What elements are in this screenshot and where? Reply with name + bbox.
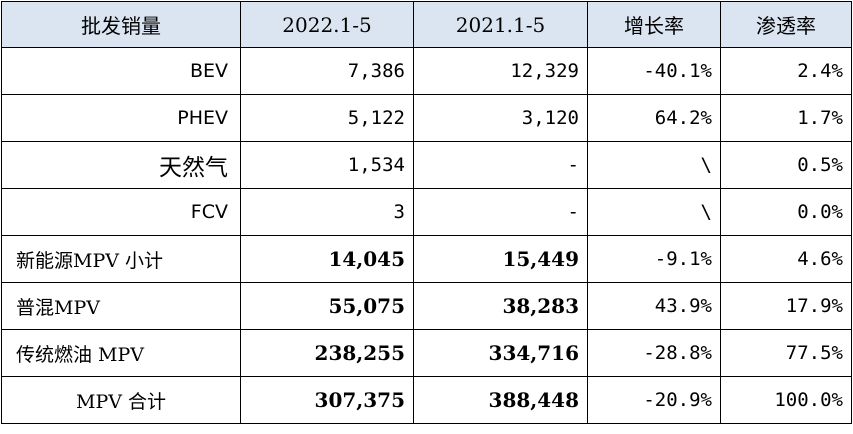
table-row-natural-gas: 天然气 1,534 - \ 0.5% bbox=[1, 141, 852, 189]
cell-2021: - bbox=[413, 188, 588, 236]
cell-growth: -28.8% bbox=[587, 329, 721, 377]
cell-penetration: 0.0% bbox=[720, 188, 852, 236]
cell-2022: 14,045 bbox=[240, 235, 414, 283]
row-label: MPV 合计 bbox=[1, 376, 241, 424]
cell-2022: 5,122 bbox=[240, 94, 414, 142]
table-header: 批发销量 2022.1-5 2021.1-5 增长率 渗透率 bbox=[1, 1, 852, 48]
table-row-conventional-fuel: 传统燃油 MPV 238,255 334,716 -28.8% 77.5% bbox=[1, 329, 852, 377]
header-2021-jan-may: 2021.1-5 bbox=[413, 1, 588, 48]
cell-growth: 43.9% bbox=[587, 282, 721, 330]
cell-penetration: 4.6% bbox=[720, 235, 852, 283]
cell-penetration: 1.7% bbox=[720, 94, 852, 142]
cell-2021: 3,120 bbox=[413, 94, 588, 142]
cell-growth: \ bbox=[587, 188, 721, 236]
row-label: 普混MPV bbox=[1, 282, 241, 330]
table-row-hybrid: 普混MPV 55,075 38,283 43.9% 17.9% bbox=[1, 282, 852, 330]
row-label: FCV bbox=[1, 188, 241, 236]
cell-2022: 307,375 bbox=[240, 376, 414, 424]
cell-growth: -9.1% bbox=[587, 235, 721, 283]
cell-penetration: 100.0% bbox=[720, 376, 852, 424]
cell-penetration: 77.5% bbox=[720, 329, 852, 377]
table-row-phev: PHEV 5,122 3,120 64.2% 1.7% bbox=[1, 94, 852, 142]
cell-2021: 334,716 bbox=[413, 329, 588, 377]
header-penetration-rate: 渗透率 bbox=[720, 1, 852, 48]
cell-2022: 238,255 bbox=[240, 329, 414, 377]
row-label: 天然气 bbox=[1, 141, 241, 189]
cell-growth: -40.1% bbox=[587, 47, 721, 95]
header-wholesale-volume: 批发销量 bbox=[1, 1, 241, 48]
cell-penetration: 17.9% bbox=[720, 282, 852, 330]
cell-2021: - bbox=[413, 141, 588, 189]
header-2022-jan-may: 2022.1-5 bbox=[240, 1, 414, 48]
cell-growth: 64.2% bbox=[587, 94, 721, 142]
table-body: BEV 7,386 12,329 -40.1% 2.4% PHEV 5,122 … bbox=[1, 47, 852, 424]
cell-2021: 38,283 bbox=[413, 282, 588, 330]
cell-penetration: 0.5% bbox=[720, 141, 852, 189]
cell-growth: -20.9% bbox=[587, 376, 721, 424]
table-row-fcv: FCV 3 - \ 0.0% bbox=[1, 188, 852, 236]
table-row-mpv-total: MPV 合计 307,375 388,448 -20.9% 100.0% bbox=[1, 376, 852, 424]
table-row-bev: BEV 7,386 12,329 -40.1% 2.4% bbox=[1, 47, 852, 95]
header-row: 批发销量 2022.1-5 2021.1-5 增长率 渗透率 bbox=[1, 1, 852, 48]
row-label: 传统燃油 MPV bbox=[1, 329, 241, 377]
cell-growth: \ bbox=[587, 141, 721, 189]
cell-2022: 55,075 bbox=[240, 282, 414, 330]
cell-penetration: 2.4% bbox=[720, 47, 852, 95]
cell-2022: 7,386 bbox=[240, 47, 414, 95]
row-label: 新能源MPV 小计 bbox=[1, 235, 241, 283]
sales-table: 批发销量 2022.1-5 2021.1-5 增长率 渗透率 BEV 7,386… bbox=[1, 1, 852, 424]
cell-2022: 3 bbox=[240, 188, 414, 236]
cell-2022: 1,534 bbox=[240, 141, 414, 189]
cell-2021: 388,448 bbox=[413, 376, 588, 424]
row-label: BEV bbox=[1, 47, 241, 95]
table-row-nev-subtotal: 新能源MPV 小计 14,045 15,449 -9.1% 4.6% bbox=[1, 235, 852, 283]
header-growth-rate: 增长率 bbox=[587, 1, 721, 48]
row-label: PHEV bbox=[1, 94, 241, 142]
cell-2021: 12,329 bbox=[413, 47, 588, 95]
cell-2021: 15,449 bbox=[413, 235, 588, 283]
